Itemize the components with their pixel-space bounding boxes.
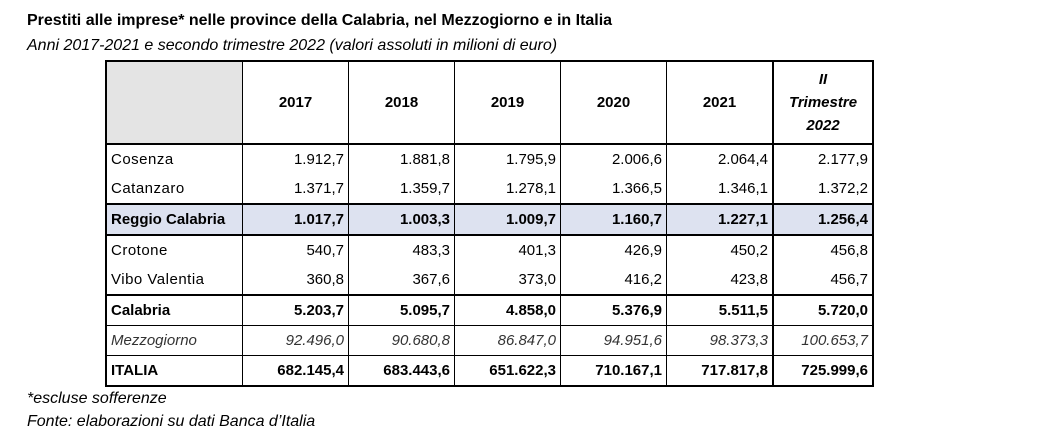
loans-table: 2017 2018 2019 2020 2021 II Trimestre 20… (105, 60, 874, 387)
cell-value: 1.359,7 (348, 174, 455, 204)
row-label: Cosenza (105, 144, 243, 174)
cell-value: 1.160,7 (560, 203, 667, 236)
header-row: 2017 2018 2019 2020 2021 II Trimestre 20… (105, 61, 874, 145)
table-row: Calabria 5.203,7 5.095,7 4.858,0 5.376,9 5.51… (105, 294, 874, 326)
cell-value: 1.346,1 (666, 174, 774, 204)
cell-value: 1.881,8 (348, 144, 455, 174)
cell-value: 4.858,0 (454, 294, 561, 326)
cell-value: 710.167,1 (560, 355, 667, 387)
cell-value: 100.653,7 (772, 325, 874, 356)
header-empty (105, 61, 243, 145)
table-row: Cosenza 1.912,7 1.881,8 1.795,9 2.006,6 2.064… (105, 144, 874, 174)
cell-value: 423,8 (666, 265, 774, 295)
cell-value: 683.443,6 (348, 355, 455, 387)
table-row: Crotone 540,7 483,3 401,3 426,9 450,2 456,8 (105, 235, 874, 265)
cell-value: 86.847,0 (454, 325, 561, 356)
cell-value: 5.095,7 (348, 294, 455, 326)
cell-value: 456,8 (772, 235, 874, 265)
cell-value: 1.912,7 (242, 144, 349, 174)
cell-value: 92.496,0 (242, 325, 349, 356)
table-subtitle: Anni 2017-2021 e secondo trimestre 2022 … (27, 37, 558, 54)
header-q2-line3: 2022 (806, 117, 840, 134)
row-label: Catanzaro (105, 174, 243, 204)
cell-value: 98.373,3 (666, 325, 774, 356)
cell-value: 2.177,9 (772, 144, 874, 174)
cell-value: 456,7 (772, 265, 874, 295)
header-2018: 2018 (348, 61, 455, 145)
cell-value: 1.009,7 (454, 203, 561, 236)
header-2021: 2021 (666, 61, 774, 145)
table-row: Catanzaro 1.371,7 1.359,7 1.278,1 1.366,5 1.3… (105, 174, 874, 204)
header-q2-line1: II (818, 71, 828, 88)
cell-value: 94.951,6 (560, 325, 667, 356)
table-row: Vibo Valentia 360,8 367,6 373,0 416,2 423,8 45… (105, 265, 874, 295)
cell-value: 1.278,1 (454, 174, 561, 204)
header-2019: 2019 (454, 61, 561, 145)
row-label: Vibo Valentia (105, 265, 243, 295)
cell-value: 2.006,6 (560, 144, 667, 174)
header-q2-2022: II Trimestre 2022 (772, 61, 874, 145)
cell-value: 373,0 (454, 265, 561, 295)
cell-value: 717.817,8 (666, 355, 774, 387)
cell-value: 1.256,4 (772, 203, 874, 236)
cell-value: 450,2 (666, 235, 774, 265)
cell-value: 2.064,4 (666, 144, 774, 174)
cell-value: 1.003,3 (348, 203, 455, 236)
cell-value: 682.145,4 (242, 355, 349, 387)
cell-value: 367,6 (348, 265, 455, 295)
table-row: ITALIA 682.145,4 683.443,6 651.622,3 710.167… (105, 355, 874, 387)
header-q2-line2: Trimestre (788, 94, 858, 111)
table-row: Reggio Calabria 1.017,7 1.003,3 1.009,7 1.16… (105, 203, 874, 236)
footnote: *escluse sofferenze (27, 390, 167, 407)
cell-value: 540,7 (242, 235, 349, 265)
cell-value: 1.371,7 (242, 174, 349, 204)
cell-value: 5.203,7 (242, 294, 349, 326)
row-label: ITALIA (105, 355, 243, 387)
cell-value: 1.227,1 (666, 203, 774, 236)
header-2020: 2020 (560, 61, 667, 145)
cell-value: 90.680,8 (348, 325, 455, 356)
cell-value: 1.366,5 (560, 174, 667, 204)
cell-value: 651.622,3 (454, 355, 561, 387)
row-label: Mezzogiorno (105, 325, 243, 356)
cell-value: 5.511,5 (666, 294, 774, 326)
cell-value: 5.720,0 (772, 294, 874, 326)
row-label: Reggio Calabria (105, 203, 243, 236)
table-row: Mezzogiorno 92.496,0 90.680,8 86.847,0 94.95… (105, 325, 874, 356)
source-note: Fonte: elaborazioni su dati Banca d’Ital… (27, 413, 316, 430)
cell-value: 1.372,2 (772, 174, 874, 204)
cell-value: 5.376,9 (560, 294, 667, 326)
cell-value: 1.017,7 (242, 203, 349, 236)
cell-value: 483,3 (348, 235, 455, 265)
table-title: Prestiti alle imprese* nelle province de… (27, 12, 613, 29)
cell-value: 725.999,6 (772, 355, 874, 387)
header-2017: 2017 (242, 61, 349, 145)
row-label: Crotone (105, 235, 243, 265)
cell-value: 401,3 (454, 235, 561, 265)
cell-value: 416,2 (560, 265, 667, 295)
cell-value: 360,8 (242, 265, 349, 295)
cell-value: 426,9 (560, 235, 667, 265)
cell-value: 1.795,9 (454, 144, 561, 174)
row-label: Calabria (105, 294, 243, 326)
